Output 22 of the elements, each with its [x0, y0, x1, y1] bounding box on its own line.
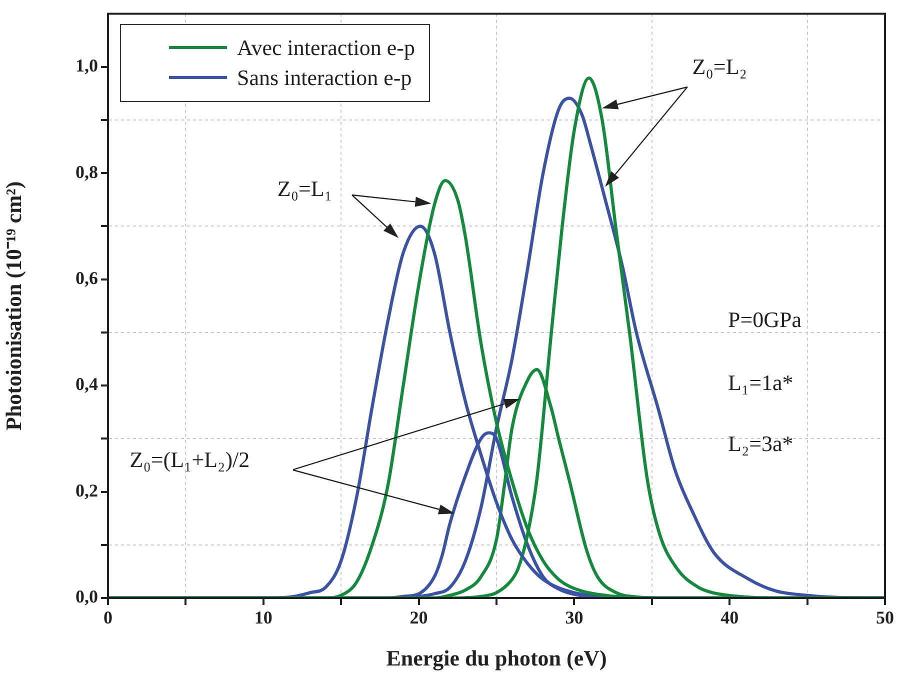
x-tick-label: 30: [565, 607, 584, 628]
legend-label: Avec interaction e-p: [237, 34, 415, 61]
y-tick-label: 1,0: [76, 56, 98, 76]
x-axis-title: Energie du photon (eV): [386, 645, 607, 670]
annotation: Z₀=(L₁+L₂)/2: [130, 447, 250, 472]
y-tick-label: 0,4: [76, 374, 98, 394]
y-tick-label: 0,8: [76, 162, 98, 182]
annotation: Z₀=L₁: [277, 176, 332, 202]
x-tick-label: 0: [104, 607, 112, 628]
legend-label: Sans interaction e-p: [237, 64, 412, 91]
y-axis-title: Photoionisation (10⁻¹⁹ cm²): [0, 181, 26, 431]
annotation: Z₀=L₂: [692, 54, 747, 80]
y-tick-label: 0,6: [76, 268, 98, 288]
y-tick-label: 0,0: [76, 586, 98, 607]
x-tick-label: 40: [720, 607, 739, 628]
annotation: L₂=3a*: [728, 431, 794, 456]
annotation: L₁=1a*: [728, 370, 794, 396]
x-tick-label: 50: [876, 607, 894, 628]
x-tick-label: 10: [254, 607, 272, 628]
annotation: P=0GPa: [728, 306, 802, 332]
x-tick-label: 20: [410, 607, 428, 628]
y-tick-label: 0,2: [76, 480, 98, 500]
